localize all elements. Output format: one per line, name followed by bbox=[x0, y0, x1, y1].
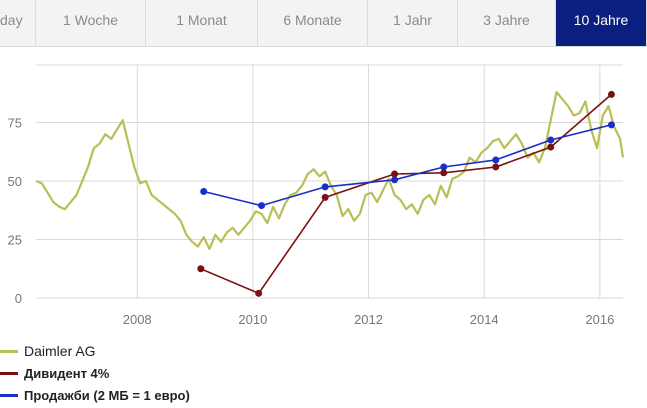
data-point[interactable] bbox=[200, 188, 208, 196]
data-point[interactable] bbox=[547, 143, 555, 151]
legend-item-dividend[interactable]: Дивидент 4% bbox=[0, 362, 109, 384]
series-1 bbox=[197, 90, 615, 297]
tab-3-jahre[interactable]: 3 Jahre bbox=[458, 0, 556, 46]
x-tick-label: 2010 bbox=[238, 312, 267, 327]
data-point[interactable] bbox=[255, 289, 263, 297]
y-tick-label: 75 bbox=[8, 116, 22, 131]
stock-chart: 0 25 50 75 2008 2010 2012 2014 2016 bbox=[0, 46, 647, 336]
data-point[interactable] bbox=[547, 136, 555, 144]
x-tick-label: 2016 bbox=[585, 312, 614, 327]
data-point[interactable] bbox=[391, 176, 399, 184]
tab-1-woche[interactable]: 1 Woche bbox=[36, 0, 146, 46]
data-point[interactable] bbox=[607, 90, 615, 98]
tab-day[interactable]: day bbox=[0, 0, 36, 46]
legend-item-daimler[interactable]: Daimler AG bbox=[0, 340, 96, 362]
tab-1-monat[interactable]: 1 Monat bbox=[146, 0, 258, 46]
y-tick-label: 0 bbox=[15, 291, 22, 306]
series-line-0 bbox=[35, 90, 625, 250]
data-point[interactable] bbox=[258, 202, 266, 210]
legend-label-dividend: Дивидент 4% bbox=[24, 365, 110, 381]
tab-10-jahre[interactable]: 10 Jahre bbox=[556, 0, 647, 46]
y-tick-label: 25 bbox=[8, 233, 22, 248]
legend-label-daimler: Daimler AG bbox=[24, 343, 96, 359]
series-line-2 bbox=[203, 124, 612, 207]
series-0 bbox=[35, 90, 625, 250]
chart-svg: 0 25 50 75 2008 2010 2012 2014 2016 bbox=[8, 64, 625, 327]
legend-label-sales: Продажби (2 МБ = 1 евро) bbox=[24, 387, 190, 403]
data-point[interactable] bbox=[440, 163, 448, 171]
data-point[interactable] bbox=[492, 163, 500, 171]
tab-6-monate[interactable]: 6 Monate bbox=[258, 0, 368, 46]
y-tick-label: 50 bbox=[8, 174, 22, 189]
data-point[interactable] bbox=[321, 193, 329, 201]
x-tick-label: 2012 bbox=[354, 312, 383, 327]
legend-swatch-dividend bbox=[0, 371, 18, 375]
data-point[interactable] bbox=[321, 183, 329, 191]
data-point[interactable] bbox=[440, 169, 448, 177]
series-layer bbox=[35, 90, 625, 297]
time-range-tabs: day 1 Woche 1 Monat 6 Monate 1 Jahr 3 Jahre 10… bbox=[0, 0, 647, 47]
data-point[interactable] bbox=[492, 156, 500, 164]
x-tick-label: 2014 bbox=[470, 312, 499, 327]
y-tick-labels: 0 25 50 75 bbox=[8, 116, 22, 307]
data-point[interactable] bbox=[391, 170, 399, 178]
series-2 bbox=[200, 121, 615, 210]
legend-swatch-sales bbox=[0, 393, 18, 397]
x-tick-label: 2008 bbox=[123, 312, 152, 327]
x-tick-labels: 2008 2010 2012 2014 2016 bbox=[123, 312, 615, 327]
data-point[interactable] bbox=[197, 265, 205, 273]
tab-1-jahr[interactable]: 1 Jahr bbox=[368, 0, 458, 46]
legend-item-sales[interactable]: Продажби (2 МБ = 1 евро) bbox=[0, 384, 190, 406]
legend-swatch-daimler bbox=[0, 349, 18, 353]
data-point[interactable] bbox=[607, 121, 615, 129]
